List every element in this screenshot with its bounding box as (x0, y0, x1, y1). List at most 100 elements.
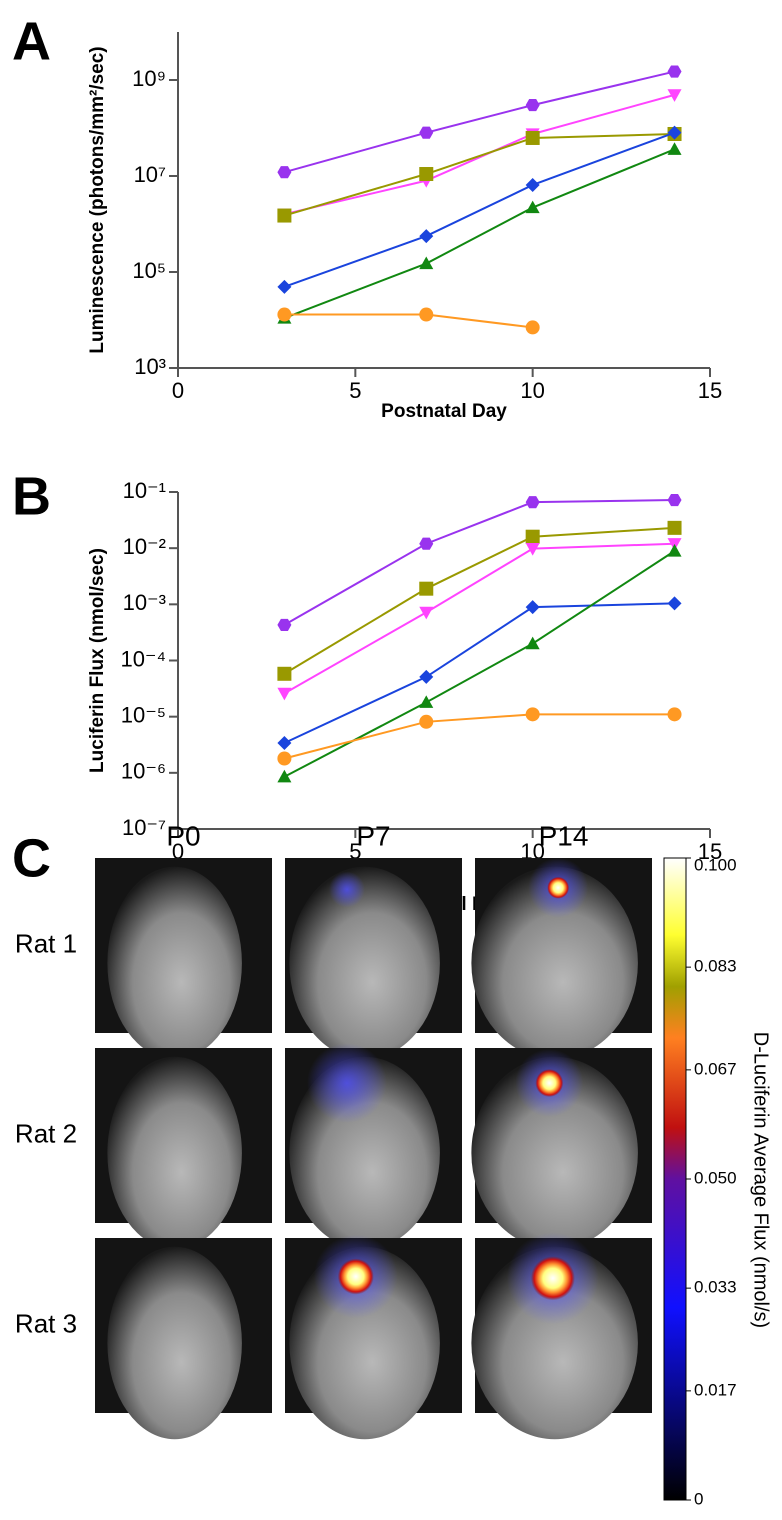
data-point (277, 279, 292, 294)
data-point (667, 125, 682, 140)
row-label: Rat 1 (15, 928, 77, 958)
data-point (419, 126, 434, 139)
bioluminescence-image (285, 1043, 462, 1250)
rat-body (289, 866, 440, 1060)
y-tick-label: 10⁻¹ (123, 478, 166, 503)
data-point (667, 596, 682, 611)
bioluminescence-image (471, 857, 652, 1060)
series-line (284, 131, 675, 288)
data-point (277, 769, 292, 783)
panel-label: B (12, 466, 51, 526)
data-point (419, 167, 434, 182)
colorbar-tick-label: 0.017 (694, 1380, 737, 1399)
x-tick-label: 5 (349, 378, 361, 403)
bioluminescence-image (95, 1238, 272, 1440)
data-point (419, 229, 434, 244)
data-point (277, 751, 292, 766)
data-point (419, 695, 434, 708)
data-point (525, 496, 540, 509)
y-axis-title: Luminescence (photons/mm²/sec) (87, 46, 108, 353)
series-line (284, 713, 675, 760)
colorbar-tick-label: 0.083 (694, 957, 737, 976)
series-line (284, 132, 675, 217)
series-line (284, 70, 675, 174)
signal-hotspot (530, 1256, 575, 1301)
data-point (525, 543, 540, 556)
bioluminescence-image (95, 858, 272, 1060)
colorbar-title: D-Luciferin Average Flux (nmol/s) (750, 1032, 772, 1328)
y-tick-label: 10⁻² (123, 534, 166, 559)
x-tick-label: 0 (172, 378, 184, 403)
data-point (667, 65, 682, 78)
data-point (525, 130, 540, 145)
rat-body (471, 1056, 638, 1250)
y-tick-label: 10⁷ (134, 162, 166, 187)
y-tick-label: 10⁹ (132, 66, 166, 91)
data-point (667, 142, 682, 155)
colorbar-tick-label: 0 (694, 1489, 703, 1508)
data-point (277, 666, 292, 681)
x-axis-title: Postnatal Day (381, 401, 507, 422)
signal-glow (328, 871, 365, 908)
data-point (525, 600, 540, 615)
rat-body (471, 866, 638, 1060)
data-point (277, 687, 292, 701)
data-point (667, 493, 682, 507)
data-point (419, 714, 434, 729)
row-label: Rat 3 (15, 1308, 77, 1338)
y-tick-label: 10⁻³ (123, 590, 166, 615)
rat-body (107, 866, 242, 1060)
colorbar (663, 857, 687, 1501)
data-point (525, 320, 540, 335)
bioluminescence-image (471, 1232, 652, 1440)
y-tick-label: 10⁻⁷ (122, 815, 166, 840)
data-point (525, 200, 540, 214)
y-tick-label: 10⁻⁶ (121, 759, 166, 784)
series-line (283, 499, 675, 626)
data-point (525, 636, 540, 650)
row-label: Rat 2 (15, 1118, 77, 1148)
series-line (283, 526, 675, 675)
data-point (667, 520, 682, 535)
signal-hotspot (535, 1069, 564, 1097)
data-point (277, 618, 292, 631)
signal-glow (306, 1043, 387, 1123)
x-tick-label: 15 (698, 839, 722, 864)
data-point (525, 529, 540, 544)
data-point (419, 256, 434, 270)
y-tick-label: 10⁵ (132, 258, 166, 283)
signal-hotspot (547, 876, 570, 899)
y-tick-label: 10⁻⁴ (120, 646, 166, 671)
x-tick-label: 5 (349, 839, 361, 864)
rat-body (107, 1056, 242, 1250)
data-point (667, 707, 682, 722)
x-tick-label: 0 (172, 839, 184, 864)
data-point (525, 707, 540, 722)
data-point (419, 307, 434, 322)
data-point (419, 606, 434, 620)
signal-hotspot (337, 1258, 374, 1295)
panel-label: C (12, 828, 51, 888)
colorbar-tick-label: 0.050 (694, 1168, 737, 1187)
series-line (284, 313, 533, 329)
column-label: P14 (539, 820, 589, 851)
data-point (419, 581, 434, 596)
x-tick-label: 10 (520, 378, 544, 403)
data-point (667, 544, 682, 557)
bioluminescence-image (285, 858, 462, 1060)
data-point (277, 307, 292, 322)
data-point (525, 177, 540, 192)
bioluminescence-image (95, 1048, 272, 1250)
panel-label: A (12, 11, 51, 71)
data-point (419, 669, 434, 684)
series-line (284, 93, 675, 216)
data-point (277, 208, 292, 223)
data-point (667, 89, 682, 102)
data-point (525, 99, 540, 112)
bioluminescence-image (471, 1048, 652, 1250)
colorbar-tick-label: 0.033 (694, 1278, 737, 1297)
column-label: P0 (166, 820, 200, 851)
colorbar-tick-label: 0.067 (694, 1059, 737, 1078)
